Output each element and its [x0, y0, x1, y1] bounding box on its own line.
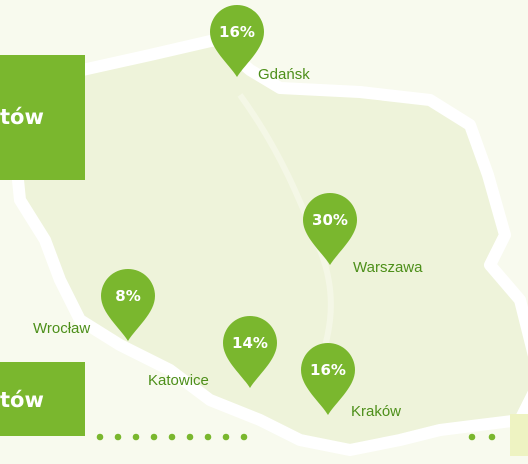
- dot: [204, 433, 212, 441]
- pin: [101, 269, 155, 341]
- dot: [150, 433, 158, 441]
- dotted-line: [96, 433, 496, 441]
- dot: [168, 433, 176, 441]
- pin-value: 16%: [310, 361, 346, 379]
- country-outline: [9, 34, 528, 456]
- dot: [488, 433, 496, 441]
- dot: [132, 433, 140, 441]
- city-label: Warszawa: [353, 259, 423, 276]
- side-box: [510, 414, 528, 456]
- box-text: tów: [0, 388, 44, 412]
- pin: [301, 343, 355, 415]
- green-box: [0, 55, 85, 180]
- pin: [210, 5, 264, 77]
- city-label: Katowice: [148, 372, 209, 389]
- pin-value: 14%: [232, 334, 268, 352]
- pin-value: 8%: [115, 287, 140, 305]
- pins: 16% Gdańsk 30% Warszawa 8% Wrocław 14% Katowice…: [33, 5, 423, 420]
- pin: [223, 316, 277, 388]
- pin: [303, 193, 357, 265]
- dot: [96, 433, 104, 441]
- dot: [240, 433, 248, 441]
- pin-value: 16%: [219, 23, 255, 41]
- dot: [186, 433, 194, 441]
- box-text: tów: [0, 105, 44, 129]
- pin-value: 30%: [312, 211, 348, 229]
- city-label: Kraków: [351, 403, 401, 420]
- dot: [468, 433, 476, 441]
- dot: [222, 433, 230, 441]
- dot: [114, 433, 122, 441]
- city-label: Wrocław: [33, 320, 90, 337]
- city-label: Gdańsk: [258, 66, 310, 83]
- green-box: [0, 362, 85, 436]
